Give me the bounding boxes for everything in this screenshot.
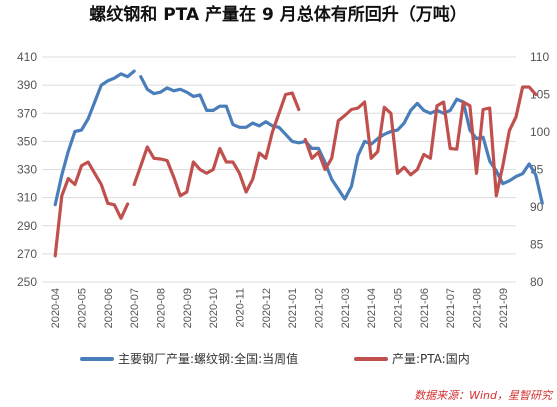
- left-tick-label: 410: [17, 50, 37, 64]
- x-tick-label: 2020-10: [208, 288, 220, 328]
- x-tick-label: 2021-05: [393, 288, 405, 328]
- right-tick-label: 90: [530, 200, 544, 214]
- series-line-pta: [303, 85, 538, 198]
- x-tick-label: 2020-06: [103, 288, 115, 328]
- series-line-pta: [132, 91, 301, 198]
- x-tick-label: 2020-05: [77, 288, 89, 328]
- x-tick-label: 2021-09: [498, 288, 510, 328]
- x-axis: 2020-04 2020-05 2020-06 2020-07 2020-08 2020-…: [50, 288, 510, 328]
- x-tick-label: 2020-11: [235, 288, 247, 328]
- right-tick-label: 105: [530, 88, 550, 102]
- left-tick-label: 290: [17, 219, 37, 233]
- legend-label-pta: 产量:PTA:国内: [392, 352, 470, 366]
- x-tick-label: 2020-04: [50, 288, 62, 328]
- grid: [42, 56, 516, 283]
- x-tick-label: 2020-07: [129, 288, 141, 328]
- chart-title: 螺纹钢和 PTA 产量在 9 月总体有所回升（万吨）: [89, 4, 466, 25]
- x-tick-label: 2021-03: [340, 288, 352, 328]
- x-tick-label: 2020-09: [182, 288, 194, 328]
- x-tick-label: 2021-04: [366, 288, 378, 328]
- right-tick-label: 100: [530, 125, 550, 139]
- legend: 主要钢厂产量:螺纹钢:全国:当周值 产量:PTA:国内: [80, 351, 470, 366]
- series-line-steel: [139, 75, 544, 205]
- left-tick-label: 310: [17, 191, 37, 205]
- right-tick-label: 110: [530, 50, 549, 64]
- right-tick-label: 80: [530, 275, 544, 289]
- left-tick-label: 370: [17, 106, 37, 120]
- left-tick-label: 250: [17, 275, 37, 289]
- left-tick-label: 350: [17, 134, 37, 148]
- source-note: 数据来源：Wind，星智研究: [414, 389, 554, 402]
- series-lines: [53, 69, 544, 258]
- series-line-pta: [53, 160, 130, 258]
- x-tick-label: 2021-02: [314, 288, 326, 328]
- x-tick-label: 2021-01: [287, 288, 299, 328]
- left-tick-label: 270: [17, 247, 37, 261]
- legend-label-steel: 主要钢厂产量:螺纹钢:全国:当周值: [118, 351, 298, 366]
- x-tick-label: 2021-08: [472, 288, 484, 328]
- x-tick-label: 2021-06: [419, 288, 431, 328]
- left-tick-label: 390: [17, 78, 37, 92]
- x-tick-label: 2020-12: [261, 288, 273, 328]
- right-tick-label: 85: [530, 238, 544, 252]
- series-line-steel: [53, 69, 136, 207]
- x-tick-label: 2020-08: [156, 288, 168, 328]
- left-axis: 410 390 370 350 330 310 290 270 250: [17, 50, 37, 289]
- x-tick-label: 2021-07: [445, 288, 457, 328]
- left-tick-label: 330: [17, 163, 37, 177]
